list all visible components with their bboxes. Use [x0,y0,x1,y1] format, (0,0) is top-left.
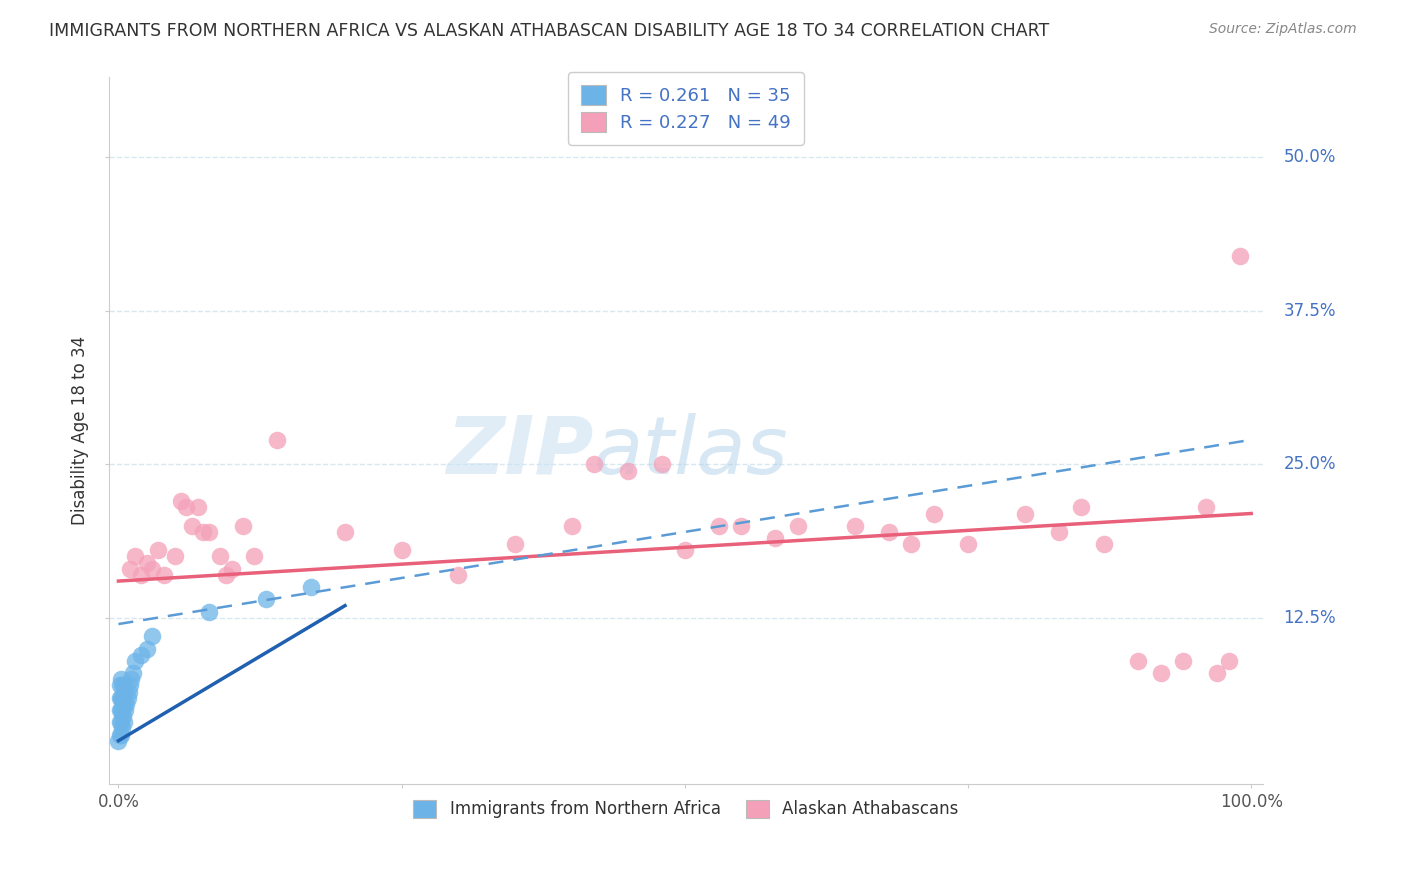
Point [120,673,142,687]
Point [110,703,132,717]
Point [110,728,132,742]
Point [1070,500,1092,515]
Point [117,690,139,705]
Point [146,543,169,558]
Point [1014,507,1036,521]
Point [111,709,134,723]
Point [193,524,215,539]
Text: ZIP: ZIP [446,413,593,491]
Point [187,500,209,515]
Point [583,458,606,472]
Point [1126,654,1149,668]
Point [181,518,204,533]
Point [1047,524,1070,539]
Point [110,673,132,687]
Point [111,678,134,692]
Point [266,433,288,447]
Point [176,500,198,515]
Point [1206,666,1229,681]
Point [115,697,138,711]
Point [152,568,174,582]
Point [243,549,266,564]
Point [1149,666,1171,681]
Point [391,543,413,558]
Point [844,518,866,533]
Point [165,549,187,564]
Point [765,531,787,545]
Point [124,654,146,668]
Point [110,715,132,730]
Point [215,568,238,582]
Point [877,524,900,539]
Point [254,592,277,607]
Point [118,562,141,576]
Point [221,562,243,576]
Text: IMMIGRANTS FROM NORTHERN AFRICA VS ALASKAN ATHABASCAN DISABILITY AGE 18 TO 34 CO: IMMIGRANTS FROM NORTHERN AFRICA VS ALASK… [49,22,1049,40]
Point [170,494,193,508]
Point [107,733,129,747]
Point [900,537,922,551]
Point [787,518,810,533]
Point [112,715,135,730]
Point [447,568,470,582]
Point [129,648,152,662]
Point [118,678,141,692]
Point [299,580,322,594]
Point [111,690,134,705]
Point [1092,537,1115,551]
Point [122,666,145,681]
Point [108,728,131,742]
Point [111,690,134,705]
Point [135,556,157,570]
Y-axis label: Disability Age 18 to 34: Disability Age 18 to 34 [72,336,89,525]
Point [730,518,752,533]
Text: atlas: atlas [593,413,789,491]
Point [108,715,131,730]
Text: Source: ZipAtlas.com: Source: ZipAtlas.com [1209,22,1357,37]
Point [561,518,583,533]
Point [108,678,131,692]
Point [135,641,157,656]
Point [232,518,254,533]
Point [111,703,134,717]
Point [114,703,136,717]
Text: 50.0%: 50.0% [1284,148,1336,166]
Text: 25.0%: 25.0% [1284,456,1336,474]
Point [651,458,673,472]
Point [108,690,131,705]
Point [673,543,696,558]
Point [956,537,979,551]
Point [617,463,640,477]
Point [111,722,134,736]
Point [198,524,221,539]
Text: 12.5%: 12.5% [1284,609,1336,627]
Legend: Immigrants from Northern Africa, Alaskan Athabascans: Immigrants from Northern Africa, Alaskan… [406,793,966,825]
Point [1218,654,1240,668]
Point [141,562,163,576]
Point [1229,248,1251,262]
Point [198,605,221,619]
Point [112,697,135,711]
Point [503,537,526,551]
Point [209,549,232,564]
Point [110,690,132,705]
Point [1173,654,1195,668]
Point [112,678,135,692]
Point [114,684,136,698]
Point [108,703,131,717]
Point [124,549,146,564]
Point [129,568,152,582]
Text: 37.5%: 37.5% [1284,301,1336,320]
Point [707,518,730,533]
Point [117,684,139,698]
Point [141,629,163,643]
Point [333,524,356,539]
Point [922,507,945,521]
Point [1195,500,1218,515]
